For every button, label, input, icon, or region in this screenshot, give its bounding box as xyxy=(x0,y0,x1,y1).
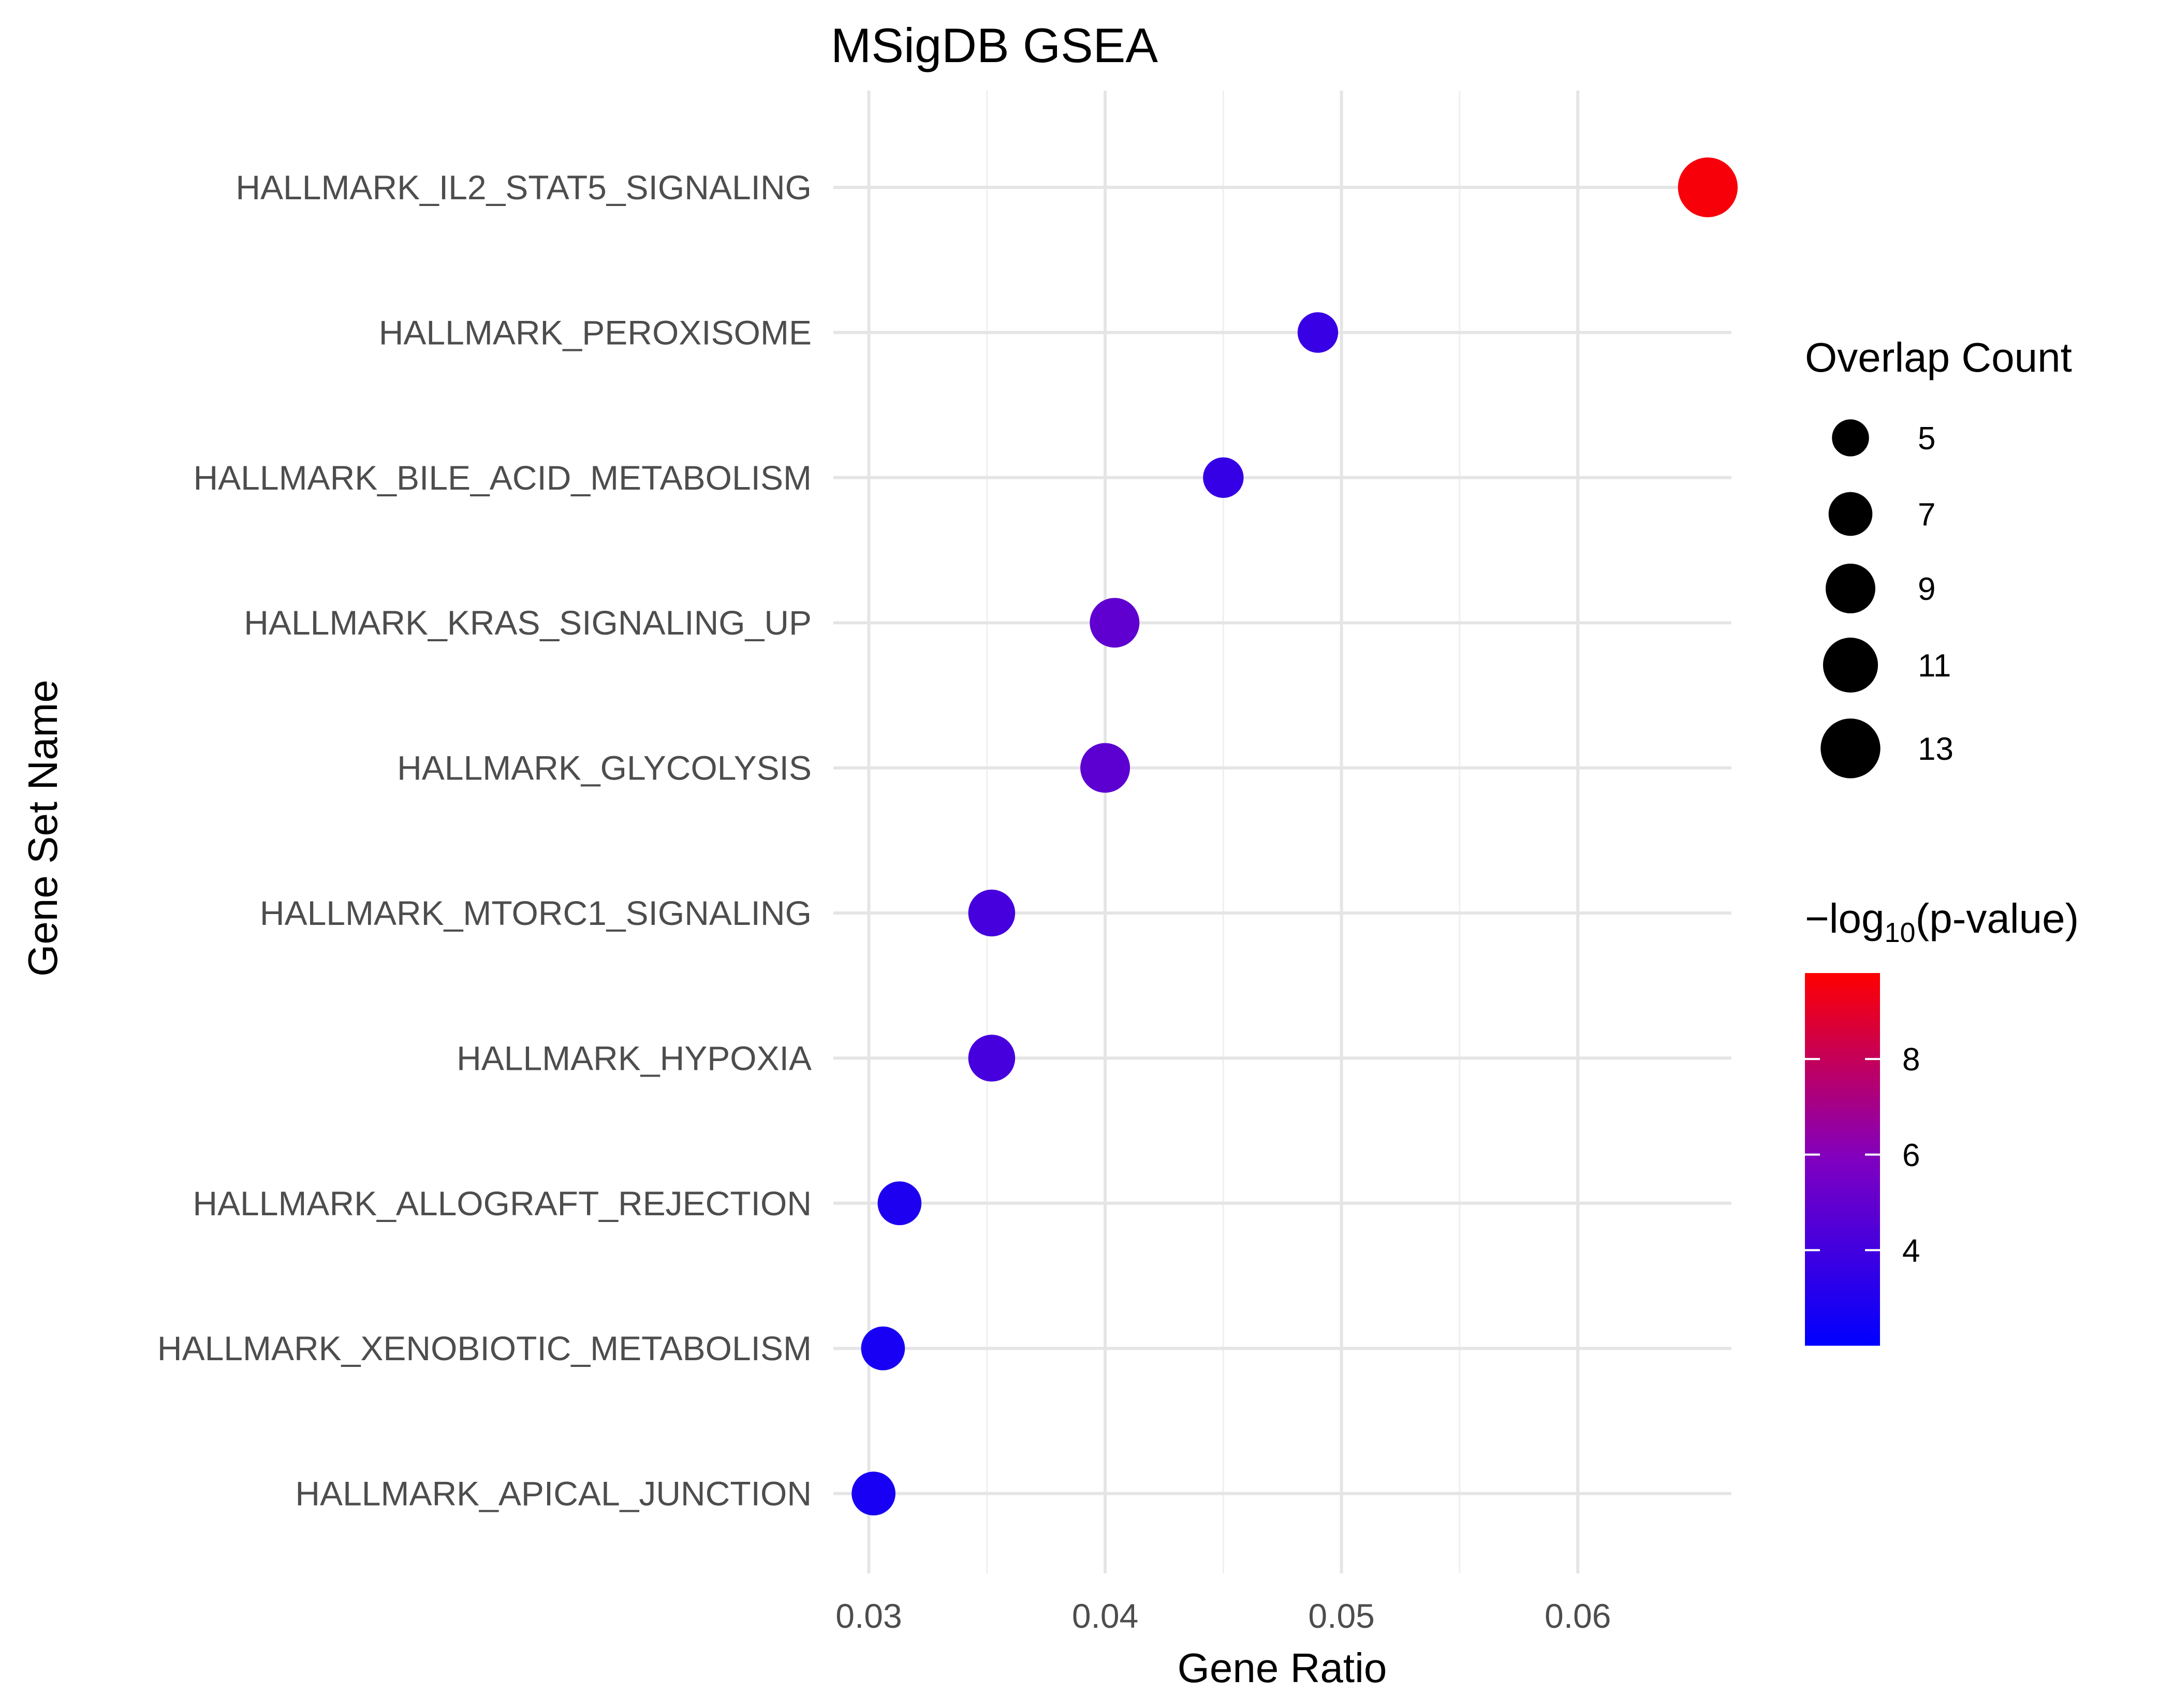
color-legend-title-prefix: −log xyxy=(1805,895,1884,941)
data-point xyxy=(968,1035,1016,1082)
y-tick-label: HALLMARK_PEROXISOME xyxy=(379,313,812,351)
colorbar-tick-label: 4 xyxy=(1902,1233,1920,1269)
y-tick-label: HALLMARK_KRAS_SIGNALING_UP xyxy=(244,603,812,642)
y-axis-title: Gene Set Name xyxy=(20,680,66,977)
y-tick-label: HALLMARK_APICAL_JUNCTION xyxy=(295,1475,812,1513)
data-point xyxy=(851,1471,895,1515)
size-legend-label: 7 xyxy=(1918,497,1935,533)
size-legend: Overlap Count 5 7 9 11 13 xyxy=(1805,334,2072,778)
y-tick-label: HALLMARK_BILE_ACID_METABOLISM xyxy=(193,459,812,497)
x-tick-labels: 0.03 0.04 0.05 0.06 xyxy=(835,1597,1611,1635)
x-axis-title: Gene Ratio xyxy=(1178,1645,1387,1691)
data-point xyxy=(1297,312,1339,353)
colorbar-tick-label: 8 xyxy=(1902,1042,1920,1078)
color-legend-title-suffix: (p-value) xyxy=(1916,895,2079,941)
data-point xyxy=(968,889,1016,937)
size-legend-label: 11 xyxy=(1918,648,1951,684)
size-legend-label: 5 xyxy=(1918,421,1935,457)
size-legend-key xyxy=(1832,419,1869,457)
data-point xyxy=(877,1181,922,1226)
colorbar-tick-label: 6 xyxy=(1902,1138,1920,1173)
size-legend-key xyxy=(1828,492,1873,536)
size-legend-key xyxy=(1820,718,1881,778)
data-point xyxy=(861,1326,905,1371)
size-legend-label: 9 xyxy=(1918,571,1935,607)
colorbar xyxy=(1805,973,1880,1346)
y-tick-label: HALLMARK_IL2_STAT5_SIGNALING xyxy=(236,168,812,207)
data-point xyxy=(1090,598,1140,648)
y-tick-label: HALLMARK_ALLOGRAFT_REJECTION xyxy=(193,1184,812,1223)
data-point xyxy=(1203,457,1244,498)
size-legend-title: Overlap Count xyxy=(1805,334,2072,380)
x-tick-label: 0.06 xyxy=(1545,1597,1611,1635)
x-tick-label: 0.05 xyxy=(1308,1597,1374,1635)
x-tick-label: 0.04 xyxy=(1072,1597,1138,1635)
color-legend: −log10(p-value) 4 6 8 xyxy=(1805,895,2079,1346)
data-point xyxy=(1080,743,1130,793)
grid xyxy=(833,91,1731,1573)
y-tick-label: HALLMARK_GLYCOLYSIS xyxy=(397,749,812,787)
data-point xyxy=(1678,157,1738,217)
y-tick-label: HALLMARK_XENOBIOTIC_METABOLISM xyxy=(157,1329,812,1367)
color-legend-title: −log10(p-value) xyxy=(1805,895,2079,948)
x-tick-label: 0.03 xyxy=(835,1597,902,1635)
chart-title: MSigDB GSEA xyxy=(831,18,1158,72)
y-tick-label: HALLMARK_HYPOXIA xyxy=(457,1039,812,1077)
colorbar-ticks: 4 6 8 xyxy=(1805,1042,1920,1269)
y-tick-labels: HALLMARK_IL2_STAT5_SIGNALING HALLMARK_PER… xyxy=(157,168,812,1513)
color-legend-title-sub: 10 xyxy=(1884,917,1915,948)
points xyxy=(851,157,1738,1515)
size-legend-key xyxy=(1826,564,1875,613)
y-tick-label: HALLMARK_MTORC1_SIGNALING xyxy=(260,894,812,932)
size-legend-key xyxy=(1823,637,1878,693)
size-legend-label: 13 xyxy=(1918,731,1953,767)
